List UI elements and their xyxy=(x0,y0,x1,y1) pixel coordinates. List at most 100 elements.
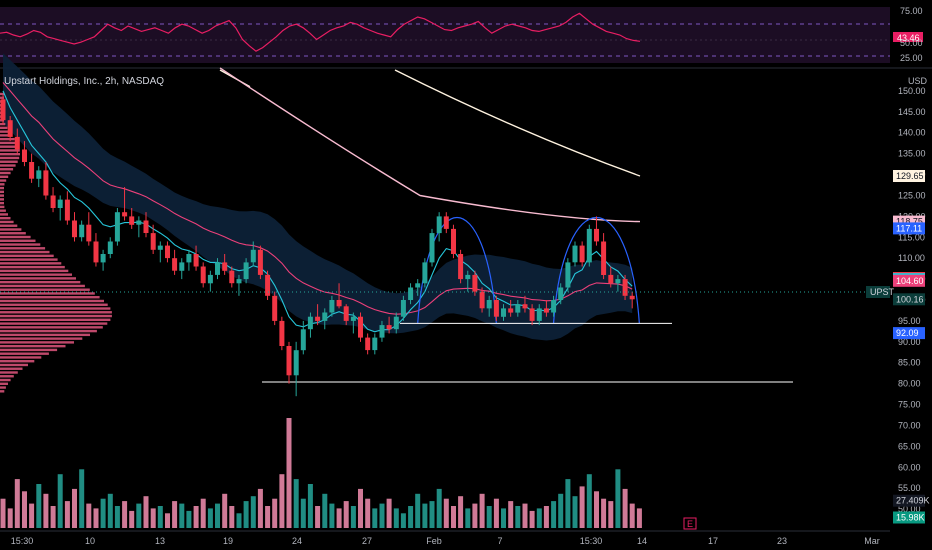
time-tick-label: 19 xyxy=(223,536,233,546)
price-tag xyxy=(893,327,925,340)
volume-profile-bar xyxy=(0,318,111,322)
volume-profile-bar xyxy=(0,262,62,265)
volume-bar xyxy=(508,501,514,528)
rsi-value-tag xyxy=(893,32,923,43)
candle-body xyxy=(615,279,621,284)
time-tick-label: 7 xyxy=(497,536,502,546)
rsi-tick-25: 25.00 xyxy=(900,53,923,63)
candle-body xyxy=(343,306,349,321)
candle-body xyxy=(536,308,542,321)
volume-bar xyxy=(615,469,621,528)
volume-profile-bar xyxy=(0,92,4,96)
volume-profile-bar xyxy=(0,239,36,242)
rsi-tick-75: 75.00 xyxy=(900,6,923,16)
candle-body xyxy=(358,316,363,338)
volume-profile-bar xyxy=(0,356,42,359)
candle-body xyxy=(14,136,20,150)
volume-bar xyxy=(458,496,464,528)
volume-profile-bar xyxy=(0,284,85,288)
volume-bar xyxy=(422,503,428,528)
volume-bar xyxy=(386,498,392,528)
volume-profile-bar xyxy=(0,250,50,254)
candle-body xyxy=(493,300,499,317)
volume-bar xyxy=(200,498,206,528)
candle-body xyxy=(29,162,35,179)
volume-profile-bar xyxy=(0,228,22,231)
volume-profile-bar xyxy=(0,352,49,355)
volume-profile-bar xyxy=(0,348,58,352)
price-tick-label: 140.00 xyxy=(898,128,926,138)
candle-body xyxy=(165,245,170,259)
candle-body xyxy=(551,300,557,313)
candle-body xyxy=(122,212,128,217)
volume-bar xyxy=(393,508,399,528)
volume-profile-bar xyxy=(0,296,100,299)
volume-bar xyxy=(179,503,185,528)
volume-profile-bar xyxy=(0,344,66,348)
price-tick-label: 70.00 xyxy=(898,420,921,430)
candle-body xyxy=(136,220,142,225)
candle-body xyxy=(57,199,63,208)
volume-profile-bar xyxy=(0,175,9,178)
volume-bar xyxy=(400,513,406,528)
volume-profile-bar xyxy=(0,314,112,318)
volume-profile-bar xyxy=(0,134,13,137)
volume-bar xyxy=(429,501,435,528)
candle-body xyxy=(143,220,149,233)
volume-bar xyxy=(136,503,142,528)
volume-bar xyxy=(472,503,478,528)
price-tag-label: 15.98K xyxy=(896,513,925,523)
volume-profile-bar xyxy=(0,168,14,171)
volume-bar xyxy=(172,501,178,528)
price-tick-label: 55.00 xyxy=(898,483,921,493)
volume-bar xyxy=(522,503,528,528)
candle-body xyxy=(222,262,228,271)
candle-body xyxy=(129,216,135,225)
volume-bar xyxy=(0,498,6,528)
ema-slow-line xyxy=(2,82,633,315)
volume-bar xyxy=(436,488,442,528)
time-tick-label: 15:30 xyxy=(580,536,603,546)
volume-bar xyxy=(207,508,213,528)
time-axis[interactable]: 15:30 10 13 19 24 27 Feb 7 15:30 14 17 23 Mar xyxy=(11,536,880,546)
candle-body xyxy=(265,274,271,296)
candle-body xyxy=(365,337,371,351)
volume-profile-bar xyxy=(0,201,4,205)
earnings-marker[interactable]: E xyxy=(683,517,697,530)
rsi-line xyxy=(0,12,641,52)
volume-profile-bar xyxy=(0,258,58,261)
volume-profile-bar xyxy=(0,220,14,224)
volume-bar xyxy=(72,488,77,528)
price-pane[interactable]: Upstart Holdings, Inc., 2h, NASDAQ xyxy=(0,53,890,528)
volume-profile-bar xyxy=(0,247,46,250)
rsi-tick-50-bg xyxy=(893,42,923,53)
price-tag xyxy=(893,222,925,235)
candle-body xyxy=(157,245,163,250)
volume-profile-bar xyxy=(0,194,4,197)
volume-bars xyxy=(0,418,642,528)
candle-body xyxy=(315,316,321,321)
volume-bar xyxy=(286,418,292,528)
volume-bar xyxy=(107,493,113,528)
volume-profile-bar xyxy=(0,390,5,393)
candle-body xyxy=(622,279,628,296)
instrument-title: Upstart Holdings, Inc., 2h, NASDAQ xyxy=(4,76,164,87)
volume-bar xyxy=(57,474,63,528)
candle-body xyxy=(579,245,585,263)
price-axis[interactable]: USD 150.00145.00140.00135.00130.00125.00… xyxy=(866,76,930,524)
candle-body xyxy=(529,308,535,321)
volume-profile-bar xyxy=(0,292,95,295)
candle-body xyxy=(236,279,242,284)
volume-profile-bar xyxy=(0,265,65,269)
volume-profile-bar xyxy=(0,209,6,212)
volume-bar xyxy=(415,493,421,528)
rsi-pane[interactable]: 75.00 25.00 43.46 50.00 xyxy=(0,6,923,63)
candle-body xyxy=(629,295,635,300)
candle-body xyxy=(372,337,378,351)
volume-profile-bar xyxy=(0,322,108,325)
time-tick-label: 27 xyxy=(362,536,372,546)
candle-body xyxy=(443,216,449,229)
volume-bar xyxy=(243,501,249,528)
time-tick-label: 17 xyxy=(708,536,718,546)
